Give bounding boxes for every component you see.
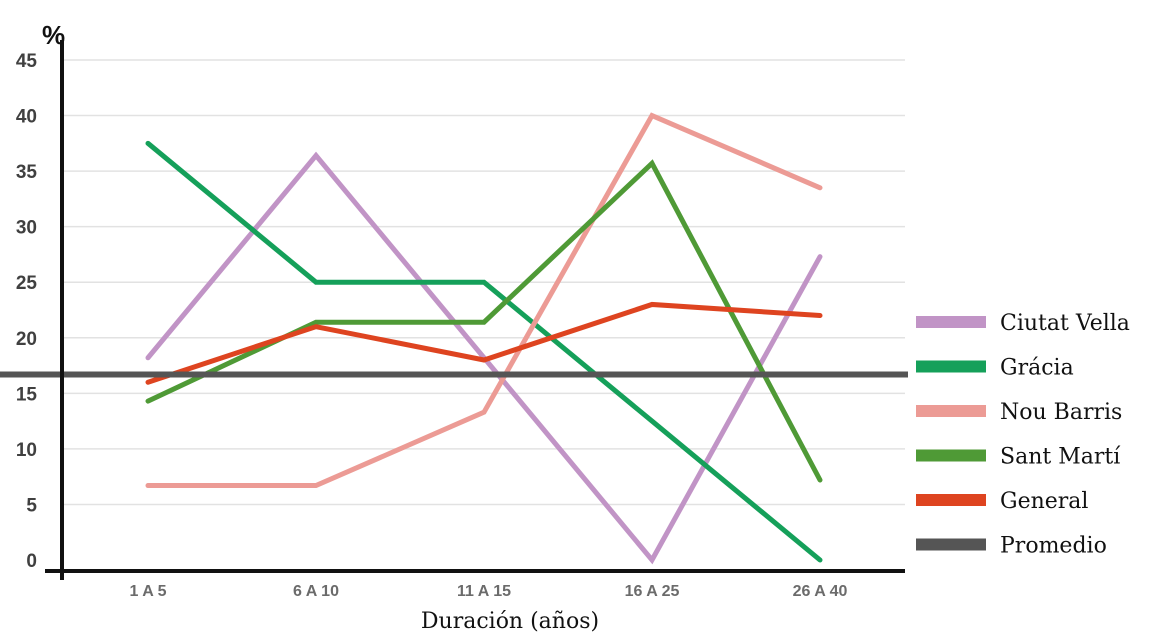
y-axis-label: % bbox=[42, 20, 65, 50]
x-tick-label-1: 6 A 10 bbox=[293, 583, 339, 600]
legend-label-4: General bbox=[1000, 489, 1088, 514]
series-line-4 bbox=[145, 301, 823, 385]
legend-swatch-3 bbox=[916, 449, 986, 462]
y-tick-label-0: 0 bbox=[26, 551, 37, 572]
series-lines bbox=[145, 112, 823, 565]
x-tick-label-4: 26 A 40 bbox=[793, 583, 848, 600]
legend-swatch-4 bbox=[916, 494, 986, 506]
legend-swatch-0 bbox=[916, 316, 986, 328]
axes bbox=[45, 40, 905, 580]
x-tick-label-0: 1 A 5 bbox=[129, 583, 166, 600]
legend: Ciutat Vella Grácia Nou Barris Sant Martí Ge… bbox=[916, 311, 1130, 559]
series-line-2 bbox=[145, 112, 823, 489]
y-tick-label-40: 40 bbox=[16, 107, 37, 128]
y-tick-label-5: 5 bbox=[26, 495, 37, 516]
legend-label-2: Nou Barris bbox=[1000, 400, 1122, 425]
y-tick-label-25: 25 bbox=[16, 273, 38, 294]
y-tick-label-20: 20 bbox=[16, 329, 37, 350]
legend-label-3: Sant Martí bbox=[1000, 445, 1121, 470]
y-axis-ticks: 0 5 10 15 20 25 30 35 40 45 bbox=[16, 51, 38, 572]
y-tick-label-45: 45 bbox=[16, 51, 38, 72]
x-axis-ticks: 1 A 5 6 A 10 11 A 15 16 A 25 26 A 40 bbox=[129, 583, 847, 600]
series-line-1 bbox=[145, 140, 823, 563]
series-line-3 bbox=[145, 159, 823, 483]
x-tick-label-3: 16 A 25 bbox=[625, 583, 680, 600]
legend-label-5: Promedio bbox=[1000, 534, 1107, 559]
x-axis-label: Duración (años) bbox=[421, 609, 599, 634]
x-tick-label-2: 11 A 15 bbox=[457, 583, 511, 600]
legend-swatch-2 bbox=[916, 405, 986, 417]
legend-swatch-1 bbox=[916, 360, 986, 373]
legend-label-0: Ciutat Vella bbox=[1000, 311, 1130, 336]
y-tick-label-35: 35 bbox=[16, 162, 38, 183]
y-tick-label-10: 10 bbox=[16, 440, 37, 461]
y-tick-label-30: 30 bbox=[16, 218, 37, 239]
legend-swatch-5 bbox=[916, 538, 986, 551]
legend-label-1: Grácia bbox=[1000, 356, 1074, 381]
y-tick-label-15: 15 bbox=[16, 384, 38, 405]
